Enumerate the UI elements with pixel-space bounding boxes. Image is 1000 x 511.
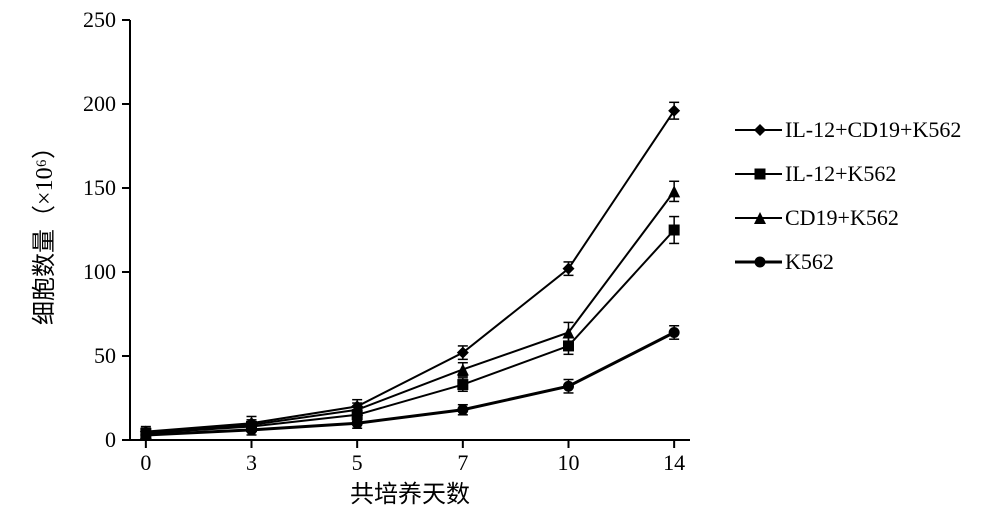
svg-text:7: 7	[457, 450, 468, 475]
svg-text:0: 0	[105, 427, 116, 452]
svg-text:IL-12+CD19+K562: IL-12+CD19+K562	[785, 117, 961, 142]
svg-text:CD19+K562: CD19+K562	[785, 205, 899, 230]
svg-text:14: 14	[663, 450, 685, 475]
svg-text:250: 250	[83, 7, 116, 32]
svg-text:0: 0	[140, 450, 151, 475]
svg-text:100: 100	[83, 259, 116, 284]
line-chart: 0 50 100 150 200 250 0 3 5 7 10 14 细胞数量（×10⁶） 共培养天数 IL…	[0, 0, 1000, 511]
svg-text:3: 3	[246, 450, 257, 475]
svg-text:5: 5	[352, 450, 363, 475]
svg-text:共培养天数: 共培养天数	[350, 481, 470, 508]
svg-text:10: 10	[557, 450, 579, 475]
chart-container: 0 50 100 150 200 250 0 3 5 7 10 14 细胞数量（×10⁶） 共培养天数 IL…	[0, 0, 1000, 511]
svg-text:200: 200	[83, 91, 116, 116]
svg-text:150: 150	[83, 175, 116, 200]
svg-text:细胞数量（×10⁶）: 细胞数量（×10⁶）	[31, 135, 58, 325]
svg-text:K562: K562	[785, 249, 834, 274]
svg-text:IL-12+K562: IL-12+K562	[785, 161, 896, 186]
svg-text:50: 50	[94, 343, 116, 368]
